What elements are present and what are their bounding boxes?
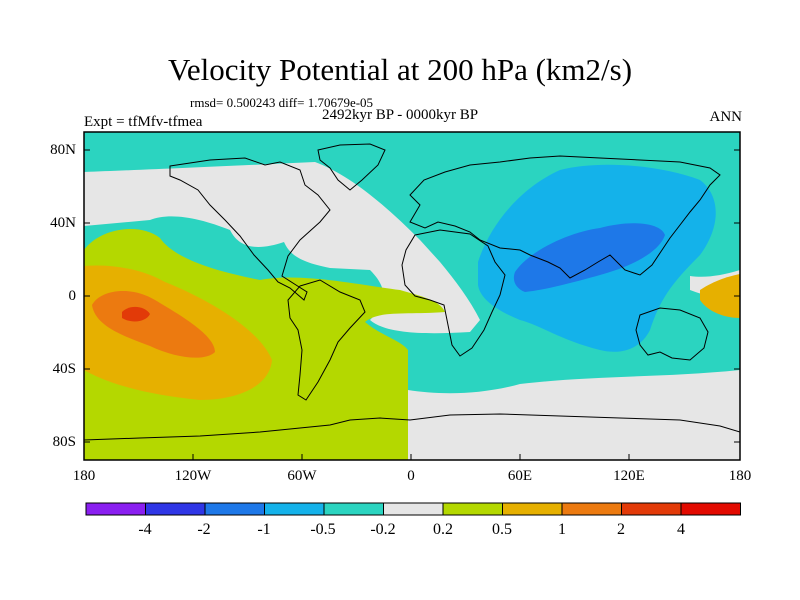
colorbar-box — [442, 502, 503, 516]
lon-label-60w: 60W — [287, 468, 317, 484]
colorbar-box — [323, 502, 384, 516]
colorbar-box — [85, 502, 146, 516]
neutral-region — [84, 162, 480, 334]
coast-africa — [401, 229, 506, 357]
coast-australia — [635, 307, 709, 361]
mid-negative-region — [513, 223, 665, 292]
map-ticks — [83, 149, 741, 460]
coast-antarctica — [84, 413, 740, 441]
colorbar-box — [264, 502, 325, 516]
stats-text: rmsd= 0.500243 diff= 1.70679e-05 — [190, 95, 374, 110]
colorbar-box — [502, 502, 563, 516]
colorbar-box — [383, 502, 444, 516]
lon-label-60e: 60E — [507, 468, 533, 484]
plot-title: Velocity Potential at 200 hPa (km2/s) — [167, 52, 633, 87]
colorbar-box — [621, 502, 682, 516]
lon-label-180e: 180 — [728, 468, 752, 484]
colorbar-label: -1 — [257, 521, 271, 538]
colorbar-label: 4 — [677, 521, 685, 538]
colorbar-label: -4 — [138, 521, 152, 538]
colorbar-label: -2 — [197, 521, 211, 538]
colorbar-label: 2 — [617, 521, 625, 538]
lat-label-40n: 40N — [50, 215, 76, 231]
lat-label-0: 0 — [68, 288, 77, 304]
coastlines — [84, 143, 740, 441]
contour-field — [84, 132, 740, 460]
lon-label-0: 0 — [407, 468, 415, 484]
experiment-label: Expt = tfMfv-tfmea — [84, 114, 203, 130]
lat-label-80s: 80S — [52, 434, 76, 450]
colorbar-box — [145, 502, 206, 516]
neutral-region-south — [408, 370, 740, 460]
lat-label-80n: 80N — [50, 142, 76, 158]
colorbar-label: 0.2 — [433, 521, 453, 538]
colorbar-label: -0.5 — [310, 521, 336, 538]
lat-label-40s: 40S — [52, 361, 76, 377]
max-positive-region — [122, 306, 150, 322]
period-label: 2492kyr BP - 0000kyr BP — [322, 107, 479, 123]
colorbar-box — [204, 502, 265, 516]
coast-north-america — [169, 157, 331, 301]
colorbar-box — [561, 502, 622, 516]
colorbar-box — [680, 502, 741, 516]
colorbar — [85, 502, 741, 516]
strong-positive-region — [92, 290, 215, 358]
mid-positive-region-east — [700, 274, 740, 318]
colorbar-label: 0.5 — [492, 521, 512, 538]
lon-label-180w: 180 — [72, 468, 96, 484]
lon-label-120e: 120E — [613, 468, 645, 484]
season-label: ANN — [709, 109, 743, 125]
coast-greenland — [317, 143, 386, 191]
colorbar-label: -0.2 — [370, 521, 396, 538]
coast-europe-asia — [409, 155, 721, 279]
coast-south-america — [287, 279, 366, 401]
lon-label-120w: 120W — [174, 468, 212, 484]
colorbar-label: 1 — [558, 521, 566, 538]
